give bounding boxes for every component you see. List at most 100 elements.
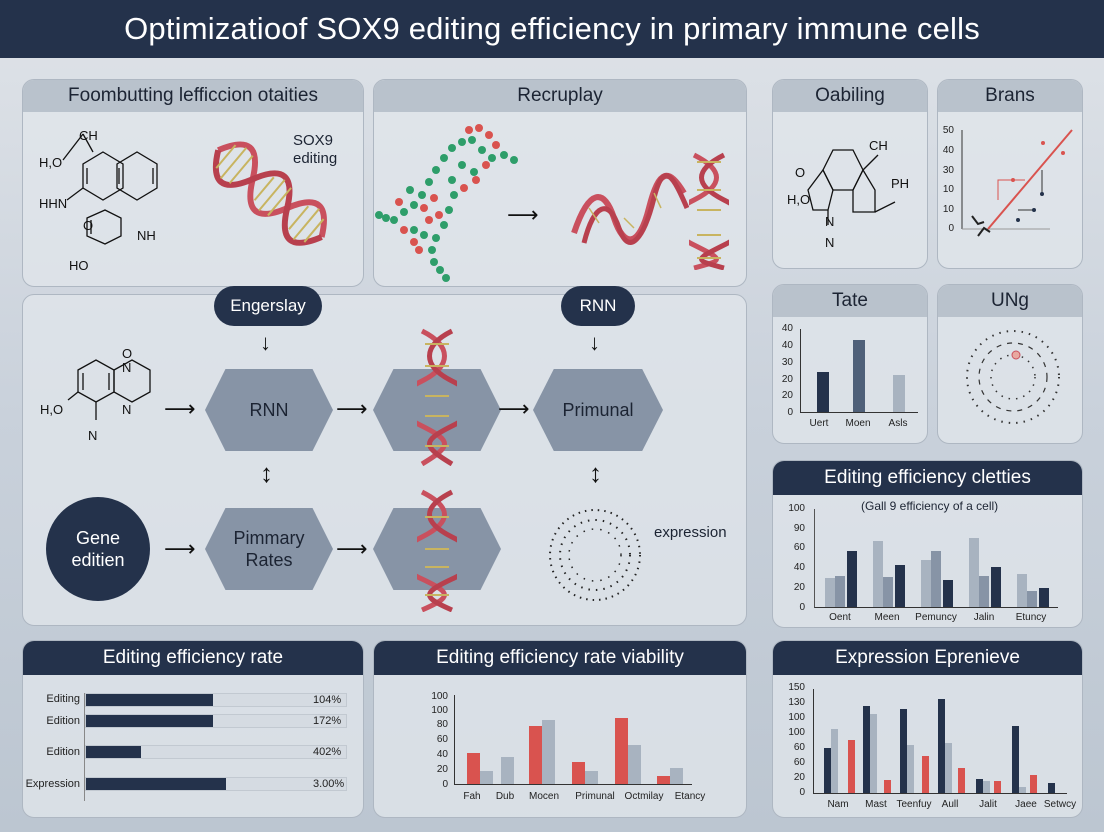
chem-label: H,O [39, 155, 63, 170]
bar [900, 709, 907, 793]
dna-label: editing [293, 150, 338, 167]
x-tick: Mocen [528, 791, 559, 802]
bar [467, 753, 480, 784]
bar [883, 577, 893, 607]
x-tick: Aull [941, 799, 959, 810]
bar [1019, 787, 1026, 793]
node-label: Pimmary [233, 527, 305, 548]
x-tick: Jaee [1015, 799, 1037, 810]
bar [943, 580, 953, 607]
bar [983, 781, 990, 793]
y-tick: 100 [431, 691, 448, 702]
bar [628, 745, 641, 784]
bar-chart-cletties [814, 509, 1058, 608]
bar [847, 551, 857, 607]
dna-helix-icon [689, 152, 729, 270]
bar [824, 748, 831, 793]
y-tick: 80 [436, 719, 448, 730]
dna-helix-icon [571, 172, 689, 245]
y-tick: 20 [781, 390, 793, 401]
x-tick: Mast [865, 799, 887, 810]
bar [817, 372, 829, 412]
bar-value: 104% [313, 694, 342, 706]
panel-oabiling: Oabiling CH O H,O PH N N [772, 79, 928, 269]
bar [615, 718, 628, 784]
flow-node-rnn[interactable]: RNN [561, 286, 635, 326]
panel-tate: Tate 40 40 30 20 20 0 Uert Moen Asls [772, 284, 928, 444]
y-tick: 20 [436, 764, 448, 775]
chem-label: O [795, 165, 806, 180]
x-tick: Etancy [674, 791, 706, 802]
bar [922, 756, 929, 793]
flow-hex-primunal[interactable]: Primunal [533, 369, 663, 451]
progress-bar [85, 714, 347, 728]
y-tick: 20 [793, 772, 805, 783]
panel-editing-rate-viability: Editing efficiency rate viability 100 10… [373, 640, 747, 818]
arrow-right-icon: ⟶ [336, 396, 368, 421]
bar [670, 768, 683, 784]
bar [1039, 588, 1049, 607]
bar [895, 565, 905, 607]
arrow-updown-icon: ↕ [589, 458, 602, 488]
panel-expression-eprenieve: Expression Eprenieve 150 130 100 100 60 … [772, 640, 1083, 818]
panel-ung: UNg [937, 284, 1083, 444]
bar-chart-viability [454, 695, 692, 785]
chem-label: H,O [40, 402, 64, 417]
chart-subtitle: (Gall 9 efficiency of a cell) [861, 499, 999, 513]
flow-hex-primary-rates[interactable]: Pimmary Rates [205, 508, 333, 590]
bar [863, 706, 870, 793]
molecule-icon [807, 149, 896, 225]
panel-title: Editing efficiency cletties [773, 461, 1082, 495]
panel-title: Recruplay [374, 80, 746, 112]
bar-value: 172% [313, 715, 342, 727]
scatter-plot [961, 129, 1073, 237]
arrow-updown-icon: ↕ [260, 458, 273, 488]
x-tick: Primunal [575, 791, 615, 802]
panel-editing-rate: Editing efficiency rate Editing 104% Edi… [22, 640, 364, 818]
bar [931, 551, 941, 607]
y-tick: 40 [436, 749, 448, 760]
bar [501, 757, 514, 784]
flow-node-engerslay[interactable]: Engerslay [214, 286, 322, 326]
x-tick: Octmilay [624, 791, 664, 802]
panel-title: Foombutting lefficcion otaities [23, 80, 363, 112]
flow-circle-gene-edition[interactable]: Gene editien [46, 497, 150, 601]
chem-label: PH [891, 176, 910, 191]
chem-label: N [88, 428, 98, 443]
flow-hex-rnn[interactable]: RNN [205, 369, 333, 451]
panel-recruplay: Recruplay ⟶ [373, 79, 747, 287]
chem-label: N [825, 214, 835, 229]
bar [870, 714, 877, 793]
chem-label: HO [69, 258, 89, 273]
panel-title: UNg [938, 285, 1082, 317]
dna-helix-icon [212, 141, 327, 246]
protein-structure-icon [375, 124, 518, 282]
bar [991, 567, 1001, 607]
arrow-right-icon: ⟶ [498, 396, 530, 421]
chem-label: O [122, 346, 133, 361]
chem-label: HHN [39, 196, 68, 211]
node-label: Gene [75, 527, 121, 548]
x-tick: Teenfuy [896, 799, 932, 810]
y-tick: 10 [942, 184, 954, 195]
bar-chart-expression [813, 689, 1067, 794]
chem-label: NH [137, 228, 156, 243]
y-tick: 60 [436, 734, 448, 745]
bar [893, 375, 905, 412]
y-tick: 0 [799, 602, 805, 613]
bar [1027, 591, 1037, 607]
y-tick: 130 [788, 697, 805, 708]
chem-label: CH [79, 128, 98, 143]
x-tick: Asls [888, 418, 908, 429]
arrow-right-icon: ⟶ [164, 396, 196, 421]
bar [480, 771, 493, 784]
y-tick: 40 [793, 562, 805, 573]
chem-label: N [122, 402, 132, 417]
chem-label: H,O [787, 192, 811, 207]
bar [585, 771, 598, 784]
bar [969, 538, 979, 607]
chem-label: O [83, 218, 94, 233]
node-label: Rates [245, 550, 293, 570]
y-tick: 30 [781, 357, 793, 368]
bar-chart-tate [800, 329, 918, 413]
